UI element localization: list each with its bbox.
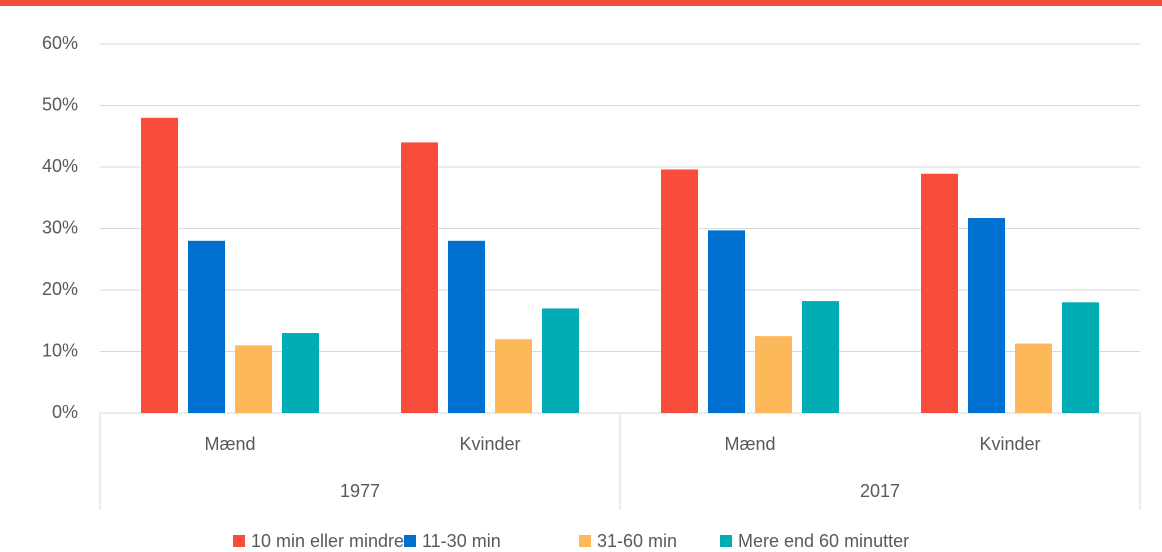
y-tick-label: 50% xyxy=(42,94,78,114)
legend-swatch xyxy=(579,535,591,547)
bar xyxy=(661,169,698,413)
bar xyxy=(921,173,958,413)
bar xyxy=(282,333,319,413)
bar xyxy=(708,230,745,413)
bar xyxy=(495,339,532,413)
y-tick-label: 30% xyxy=(42,217,78,237)
y-tick-label: 20% xyxy=(42,279,78,299)
y-tick-label: 0% xyxy=(52,402,78,422)
bar xyxy=(968,218,1005,413)
x-tick-label: Kvinder xyxy=(459,434,520,454)
legend-label: 10 min eller mindre xyxy=(251,531,404,551)
bar xyxy=(802,301,839,413)
legend-label: Mere end 60 minutter xyxy=(738,531,909,551)
legend-swatch xyxy=(233,535,245,547)
legend-swatch xyxy=(404,535,416,547)
group-label: 1977 xyxy=(340,481,380,501)
y-tick-label: 60% xyxy=(42,33,78,53)
bar xyxy=(235,345,272,413)
bar xyxy=(188,240,225,413)
legend-label: 31-60 min xyxy=(597,531,677,551)
legend-label: 11-30 min xyxy=(422,531,501,551)
bar xyxy=(1062,302,1099,413)
bar xyxy=(1015,343,1052,413)
legend-swatch xyxy=(720,535,732,547)
x-tick-label: Mænd xyxy=(204,434,255,454)
y-tick-label: 40% xyxy=(42,156,78,176)
x-tick-label: Kvinder xyxy=(979,434,1040,454)
x-tick-label: Mænd xyxy=(724,434,775,454)
bar xyxy=(448,240,485,413)
top-rule xyxy=(0,0,1162,6)
y-tick-label: 10% xyxy=(42,340,78,360)
bar xyxy=(542,308,579,413)
bar xyxy=(401,142,438,413)
group-label: 2017 xyxy=(860,481,900,501)
bar xyxy=(141,117,178,414)
bar xyxy=(755,336,792,413)
